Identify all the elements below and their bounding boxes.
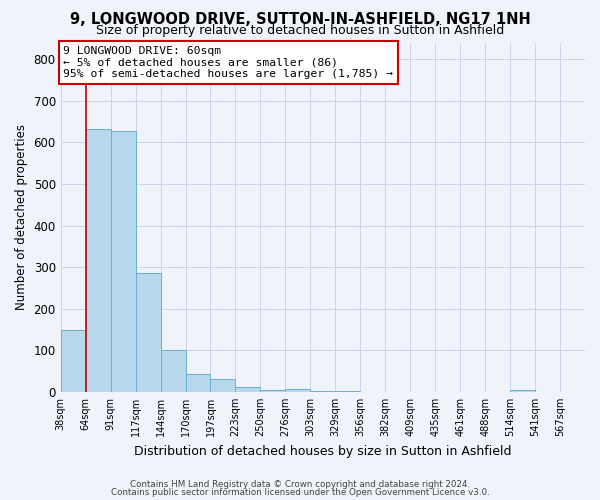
Y-axis label: Number of detached properties: Number of detached properties: [15, 124, 28, 310]
Text: Contains public sector information licensed under the Open Government Licence v3: Contains public sector information licen…: [110, 488, 490, 497]
Bar: [110, 130, 136, 392]
Bar: [260, 390, 286, 392]
Bar: [211, 380, 235, 392]
Bar: [335, 391, 360, 392]
Bar: [136, 272, 161, 392]
Bar: [86, 129, 110, 392]
Bar: [510, 390, 535, 392]
X-axis label: Distribution of detached houses by size in Sutton in Ashfield: Distribution of detached houses by size …: [134, 444, 512, 458]
Bar: [235, 388, 260, 392]
Bar: [161, 350, 185, 392]
Text: Size of property relative to detached houses in Sutton in Ashfield: Size of property relative to detached ho…: [96, 24, 504, 37]
Text: 9 LONGWOOD DRIVE: 60sqm
← 5% of detached houses are smaller (86)
95% of semi-det: 9 LONGWOOD DRIVE: 60sqm ← 5% of detached…: [63, 46, 393, 79]
Text: 9, LONGWOOD DRIVE, SUTTON-IN-ASHFIELD, NG17 1NH: 9, LONGWOOD DRIVE, SUTTON-IN-ASHFIELD, N…: [70, 12, 530, 28]
Text: Contains HM Land Registry data © Crown copyright and database right 2024.: Contains HM Land Registry data © Crown c…: [130, 480, 470, 489]
Bar: [286, 388, 310, 392]
Bar: [310, 390, 335, 392]
Bar: [61, 330, 86, 392]
Bar: [185, 374, 211, 392]
